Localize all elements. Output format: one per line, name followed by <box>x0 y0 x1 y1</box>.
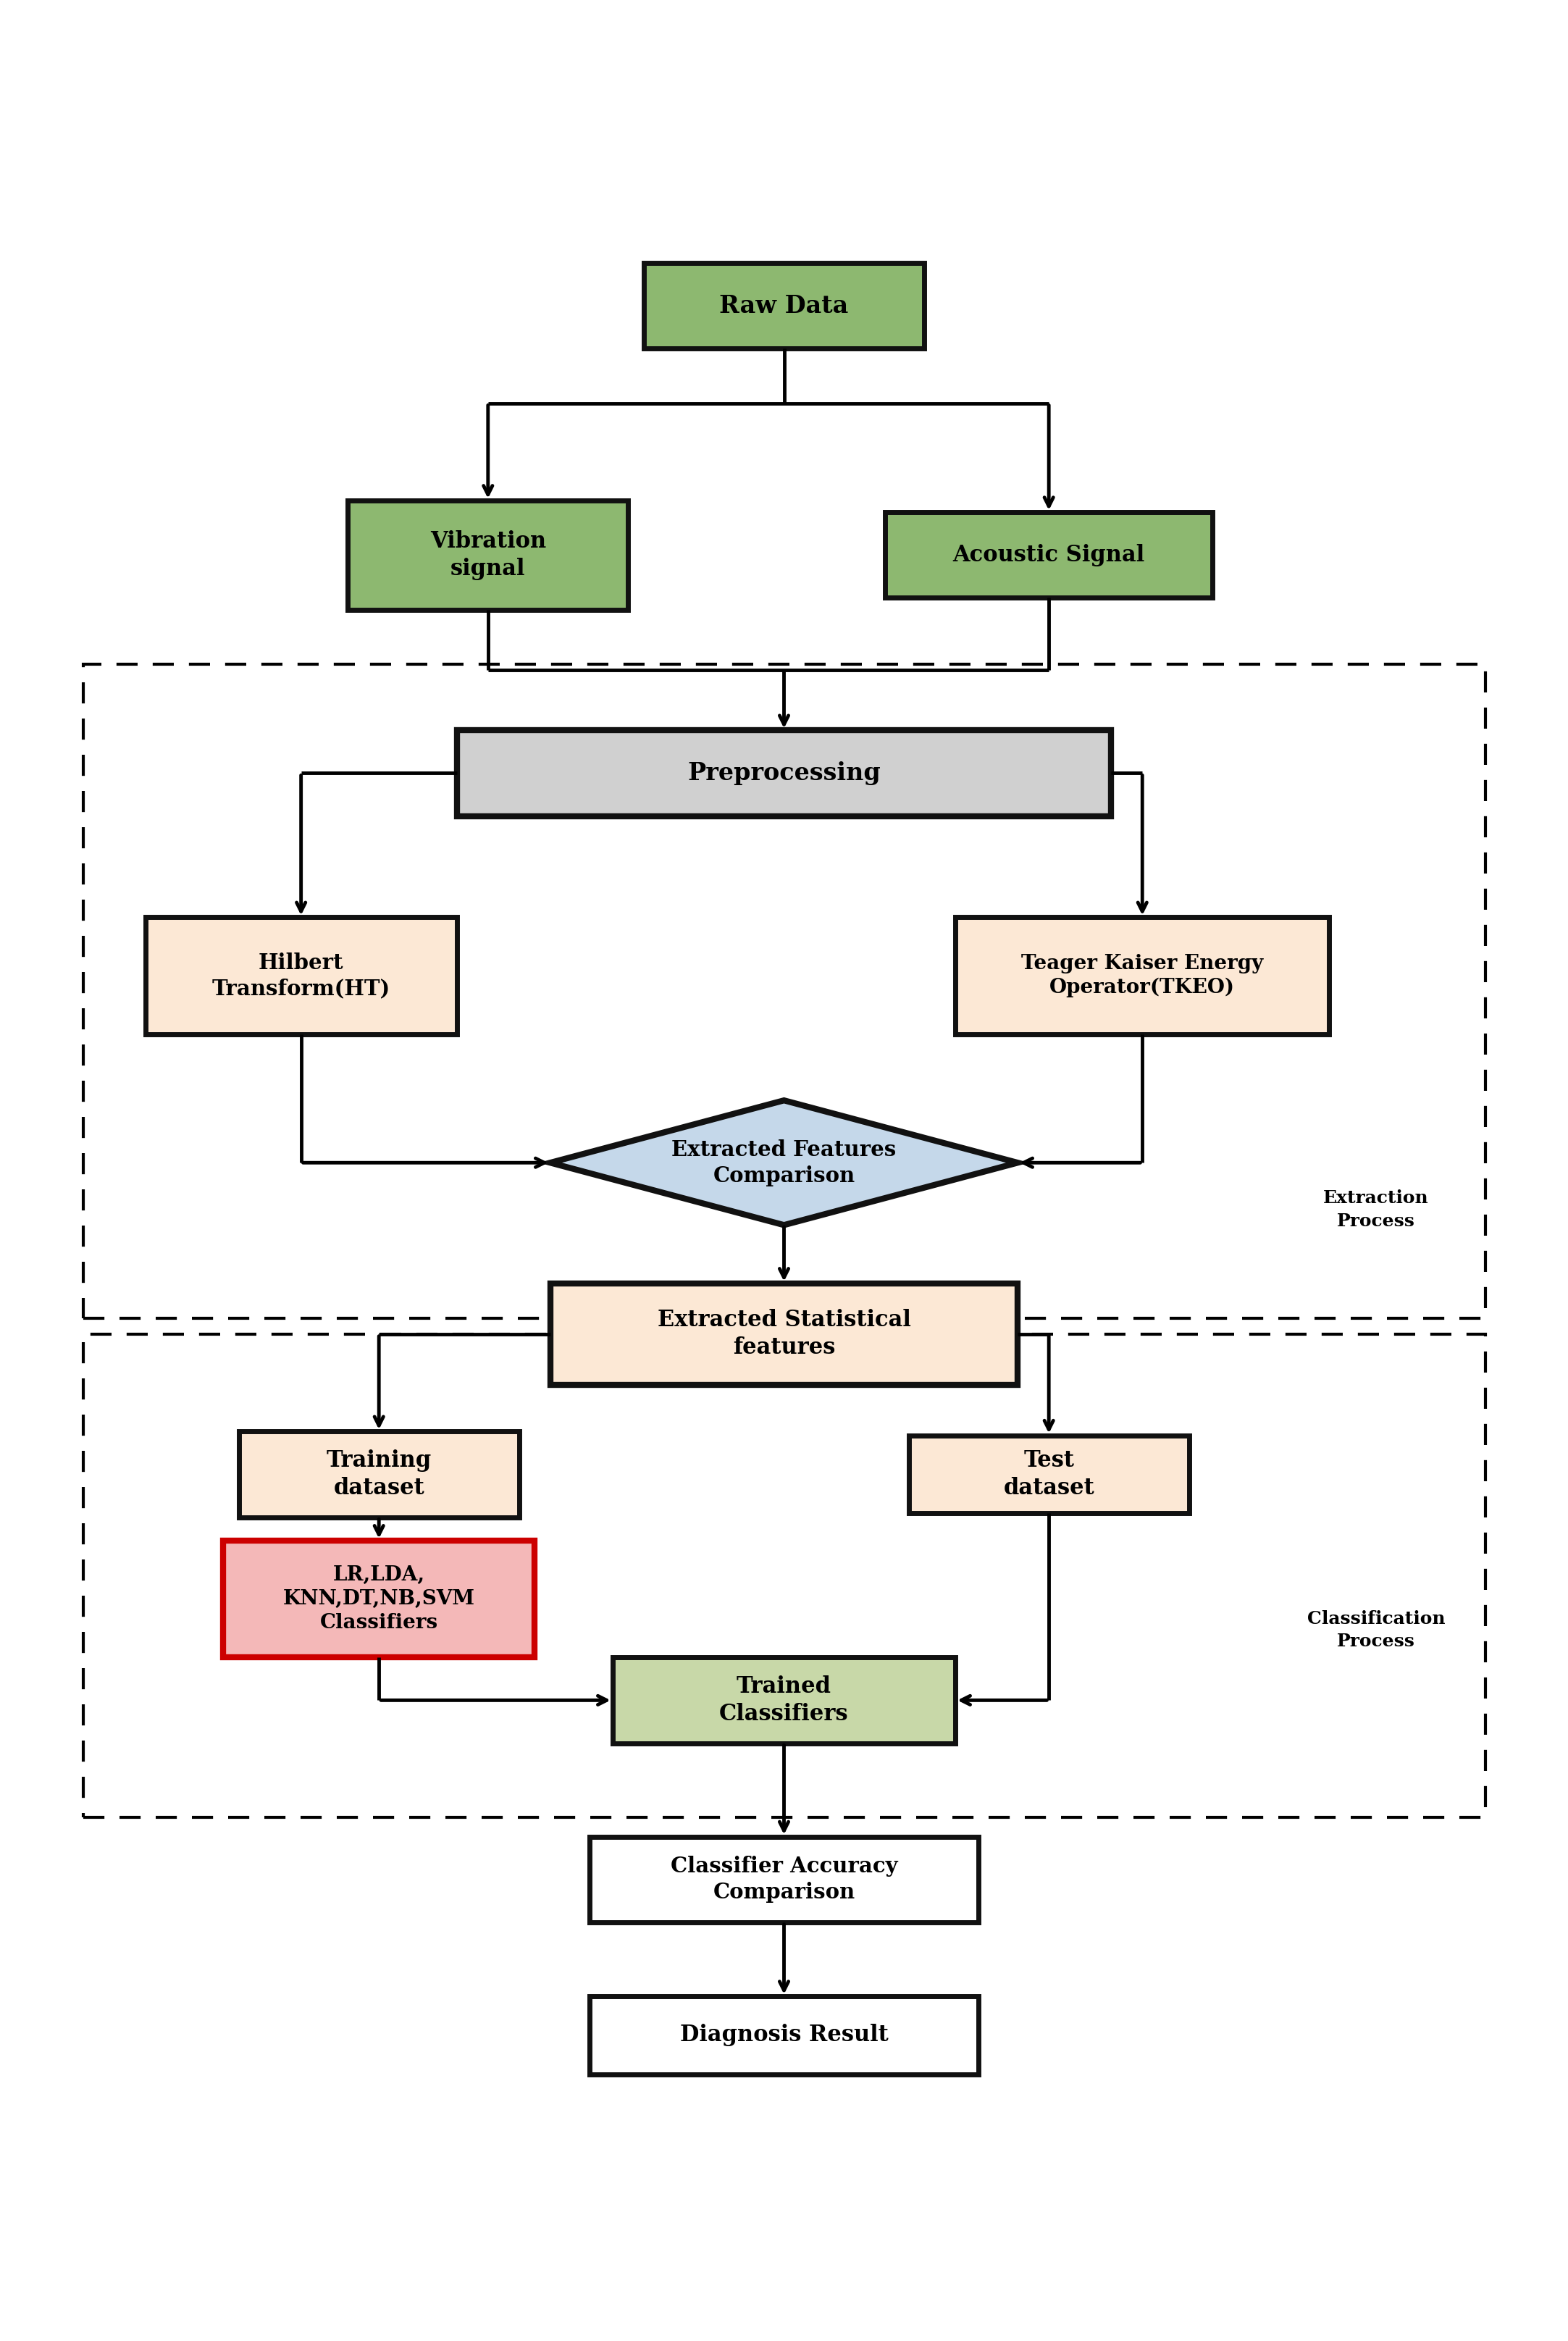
Text: Preprocessing: Preprocessing <box>687 761 881 784</box>
Polygon shape <box>550 1100 1018 1224</box>
FancyBboxPatch shape <box>955 918 1330 1035</box>
FancyBboxPatch shape <box>550 1283 1018 1386</box>
Text: Vibration
signal: Vibration signal <box>430 529 546 581</box>
Text: Hilbert
Transform(HT): Hilbert Transform(HT) <box>212 953 390 1000</box>
FancyBboxPatch shape <box>146 918 456 1035</box>
Text: LR,LDA,
KNN,DT,NB,SVM
Classifiers: LR,LDA, KNN,DT,NB,SVM Classifiers <box>282 1566 475 1634</box>
FancyBboxPatch shape <box>456 730 1112 817</box>
Text: Extracted Statistical
features: Extracted Statistical features <box>657 1309 911 1360</box>
Text: Classifier Accuracy
Comparison: Classifier Accuracy Comparison <box>671 1856 897 1903</box>
Text: Raw Data: Raw Data <box>720 295 848 318</box>
FancyBboxPatch shape <box>908 1435 1189 1512</box>
FancyBboxPatch shape <box>590 1838 978 1922</box>
Text: Acoustic Signal: Acoustic Signal <box>953 543 1145 567</box>
FancyBboxPatch shape <box>613 1657 955 1744</box>
Text: Diagnosis Result: Diagnosis Result <box>681 2025 887 2046</box>
FancyBboxPatch shape <box>223 1540 535 1657</box>
Text: Extracted Features
Comparison: Extracted Features Comparison <box>671 1140 897 1187</box>
FancyBboxPatch shape <box>644 262 924 349</box>
FancyBboxPatch shape <box>590 1997 978 2074</box>
FancyBboxPatch shape <box>238 1430 519 1517</box>
FancyBboxPatch shape <box>348 501 629 609</box>
Text: Trained
Classifiers: Trained Classifiers <box>720 1676 848 1725</box>
Text: Training
dataset: Training dataset <box>326 1449 431 1498</box>
Text: Extraction
Process: Extraction Process <box>1323 1189 1428 1229</box>
Text: Classification
Process: Classification Process <box>1308 1611 1446 1650</box>
FancyBboxPatch shape <box>886 513 1212 597</box>
Text: Teager Kaiser Energy
Operator(TKEO): Teager Kaiser Energy Operator(TKEO) <box>1021 953 1264 997</box>
Text: Test
dataset: Test dataset <box>1004 1449 1094 1498</box>
